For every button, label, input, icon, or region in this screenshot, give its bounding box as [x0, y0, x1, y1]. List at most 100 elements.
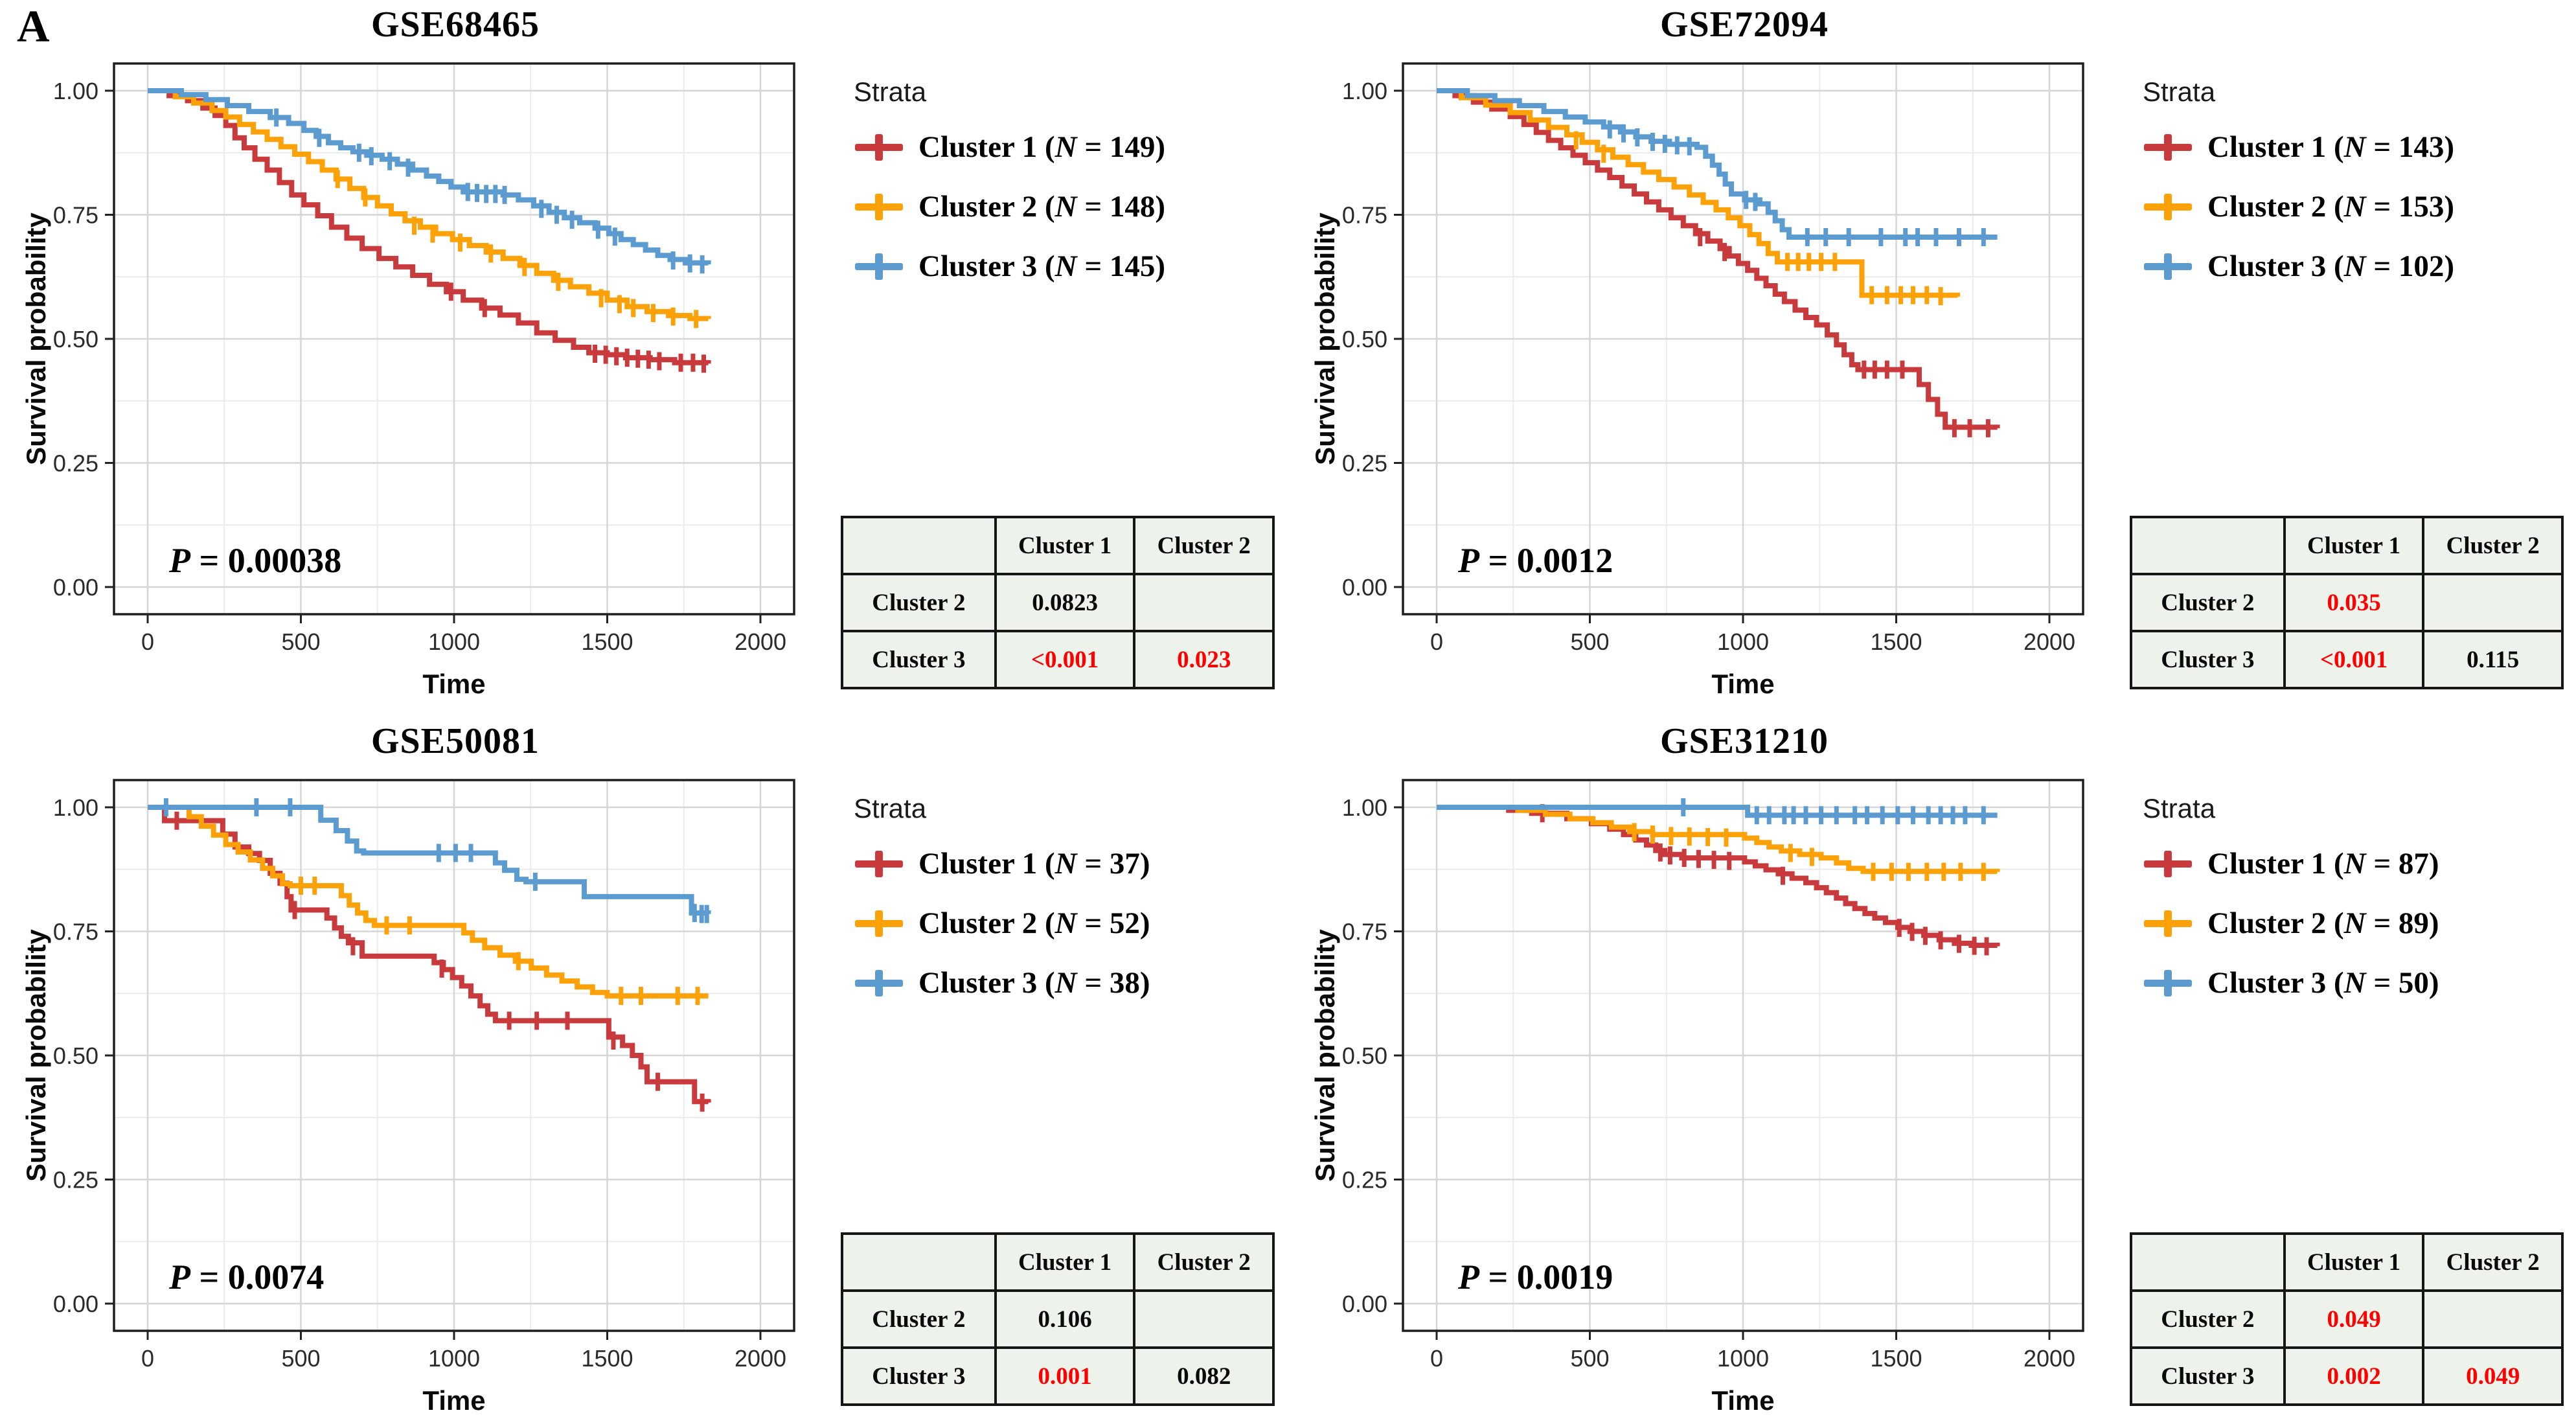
legend-title: Strata — [854, 793, 927, 823]
svg-text:Time: Time — [422, 669, 485, 698]
pairwise-row-label: Cluster 2 — [841, 1289, 997, 1349]
svg-text:2000: 2000 — [2023, 1345, 2075, 1372]
pairwise-header-cell — [841, 516, 997, 575]
svg-text:0.00: 0.00 — [53, 574, 98, 601]
censor-plus-icon — [2144, 851, 2192, 877]
svg-text:1000: 1000 — [428, 1345, 480, 1372]
legend-title: Strata — [2143, 76, 2216, 107]
legend-title: Strata — [2143, 793, 2216, 823]
censor-plus-icon — [855, 194, 903, 220]
legend-item-label: Cluster 2 (N = 148) — [918, 190, 1165, 224]
pairwise-header-cell — [841, 1232, 997, 1292]
svg-text:0.75: 0.75 — [53, 202, 98, 229]
svg-text:500: 500 — [1570, 1345, 1609, 1372]
pairwise-row-label: Cluster 2 — [2130, 1289, 2286, 1349]
pairwise-header-cell: Cluster 2 — [1133, 1232, 1275, 1292]
svg-text:0.00: 0.00 — [53, 1291, 98, 1317]
svg-text:0.00: 0.00 — [1342, 1291, 1387, 1317]
svg-text:500: 500 — [1570, 628, 1609, 655]
svg-text:P = 0.0019: P = 0.0019 — [1457, 1258, 1613, 1296]
pairwise-value-cell: 0.001 — [994, 1346, 1136, 1406]
km-plot: 0 500 1000 1500 2000 0.00 0.25 0.50 0.75 1.00 Time… — [21, 62, 795, 698]
svg-text:0.75: 0.75 — [53, 919, 98, 945]
pairwise-table: Cluster 1 Cluster 2 Cluster 2 0.106 Clus… — [841, 1232, 1275, 1406]
pairwise-row-label: Cluster 2 — [2130, 573, 2286, 632]
svg-text:1.00: 1.00 — [1342, 78, 1387, 104]
legend-title: Strata — [854, 76, 927, 107]
svg-text:Time: Time — [1711, 669, 1774, 698]
pairwise-header-cell: Cluster 2 — [2422, 1232, 2564, 1292]
pairwise-value-cell: 0.049 — [2422, 1346, 2564, 1406]
legend-item: Cluster 2 (N = 52) — [854, 903, 1268, 943]
censor-plus-icon — [2144, 134, 2192, 161]
legend-item-label: Cluster 3 (N = 50) — [2207, 966, 2439, 1000]
svg-text:0.50: 0.50 — [53, 326, 98, 352]
legend-item: Cluster 3 (N = 145) — [854, 246, 1268, 286]
svg-text:Time: Time — [1711, 1385, 1774, 1415]
svg-text:1000: 1000 — [428, 628, 480, 655]
svg-text:1500: 1500 — [1870, 1345, 1922, 1372]
legend: Strata Cluster 1 (N = 149) Cluster 2 (N … — [854, 76, 1268, 306]
km-plot: 0 500 1000 1500 2000 0.00 0.25 0.50 0.75 1.00 Time… — [21, 779, 795, 1415]
pairwise-value-cell: 0.023 — [1133, 630, 1275, 689]
legend: Strata Cluster 1 (N = 37) Cluster 2 (N =… — [854, 793, 1268, 1022]
panel-label: A — [17, 2, 50, 52]
pairwise-header-cell: Cluster 1 — [2283, 1232, 2425, 1292]
pairwise-value-cell: 0.002 — [2283, 1346, 2425, 1406]
svg-text:0.25: 0.25 — [1342, 450, 1387, 477]
svg-text:0.75: 0.75 — [1342, 202, 1387, 229]
pairwise-row-label: Cluster 2 — [841, 573, 997, 632]
pairwise-row-label: Cluster 3 — [841, 630, 997, 689]
svg-text:0.00: 0.00 — [1342, 574, 1387, 601]
pairwise-header-cell: Cluster 2 — [2422, 516, 2564, 575]
censor-plus-icon — [2144, 910, 2192, 937]
pairwise-table: Cluster 1 Cluster 2 Cluster 2 0.049 Clus… — [2130, 1232, 2564, 1406]
svg-text:1000: 1000 — [1717, 1345, 1769, 1372]
svg-text:1.00: 1.00 — [1342, 794, 1387, 821]
svg-text:0: 0 — [141, 1345, 154, 1372]
legend-item-label: Cluster 3 (N = 145) — [918, 249, 1165, 283]
legend-item: Cluster 2 (N = 153) — [2143, 187, 2557, 227]
svg-text:2000: 2000 — [2023, 628, 2075, 655]
pairwise-table: Cluster 1 Cluster 2 Cluster 2 0.035 Clus… — [2130, 516, 2564, 689]
pairwise-value-cell — [2422, 573, 2564, 632]
svg-text:0: 0 — [1430, 628, 1443, 655]
legend-item: Cluster 2 (N = 148) — [854, 187, 1268, 227]
pairwise-table: Cluster 1 Cluster 2 Cluster 2 0.0823 Clu… — [841, 516, 1275, 689]
legend: Strata Cluster 1 (N = 87) Cluster 2 (N =… — [2143, 793, 2557, 1022]
pairwise-value-cell: 0.0823 — [994, 573, 1136, 632]
km-panel-gse50081: GSE50081 0 500 1000 1500 2000 0.00 0.25 0.50 0.7… — [12, 720, 1275, 1428]
censor-plus-icon — [2144, 970, 2192, 996]
km-panel-gse68465: GSE68465 0 500 1000 1500 2000 0.00 0.25 0.50 0.7… — [12, 4, 1275, 711]
legend-item-label: Cluster 2 (N = 89) — [2207, 906, 2439, 940]
pairwise-value-cell: 0.115 — [2422, 630, 2564, 689]
pairwise-row-label: Cluster 3 — [2130, 1346, 2286, 1406]
km-plot: 0 500 1000 1500 2000 0.00 0.25 0.50 0.75 1.00 Time… — [1310, 62, 2084, 698]
svg-text:P = 0.0012: P = 0.0012 — [1457, 541, 1613, 580]
svg-text:1.00: 1.00 — [53, 794, 98, 821]
svg-text:0: 0 — [141, 628, 154, 655]
svg-text:0.50: 0.50 — [1342, 326, 1387, 352]
pairwise-value-cell — [1133, 1289, 1275, 1349]
pairwise-value-cell: 0.106 — [994, 1289, 1136, 1349]
legend-item: Cluster 2 (N = 89) — [2143, 903, 2557, 943]
pairwise-value-cell: 0.049 — [2283, 1289, 2425, 1349]
svg-text:2000: 2000 — [735, 1345, 786, 1372]
censor-plus-icon — [855, 851, 903, 877]
legend-item-label: Cluster 3 (N = 102) — [2207, 249, 2454, 283]
legend-item: Cluster 3 (N = 50) — [2143, 963, 2557, 1003]
legend-item-label: Cluster 2 (N = 52) — [918, 906, 1150, 940]
svg-text:Survival probability: Survival probability — [21, 928, 51, 1181]
pairwise-row-label: Cluster 3 — [2130, 630, 2286, 689]
censor-plus-icon — [855, 970, 903, 996]
pairwise-header-cell: Cluster 1 — [2283, 516, 2425, 575]
legend: Strata Cluster 1 (N = 143) Cluster 2 (N … — [2143, 76, 2557, 306]
pairwise-header-cell: Cluster 1 — [994, 516, 1136, 575]
chart-title: GSE50081 — [370, 721, 540, 761]
pairwise-row-label: Cluster 3 — [841, 1346, 997, 1406]
svg-text:Survival probability: Survival probability — [1310, 212, 1340, 465]
legend-item-label: Cluster 1 (N = 143) — [2207, 130, 2454, 164]
pairwise-header-cell: Cluster 2 — [1133, 516, 1275, 575]
svg-text:2000: 2000 — [735, 628, 786, 655]
pairwise-header-cell — [2130, 1232, 2286, 1292]
